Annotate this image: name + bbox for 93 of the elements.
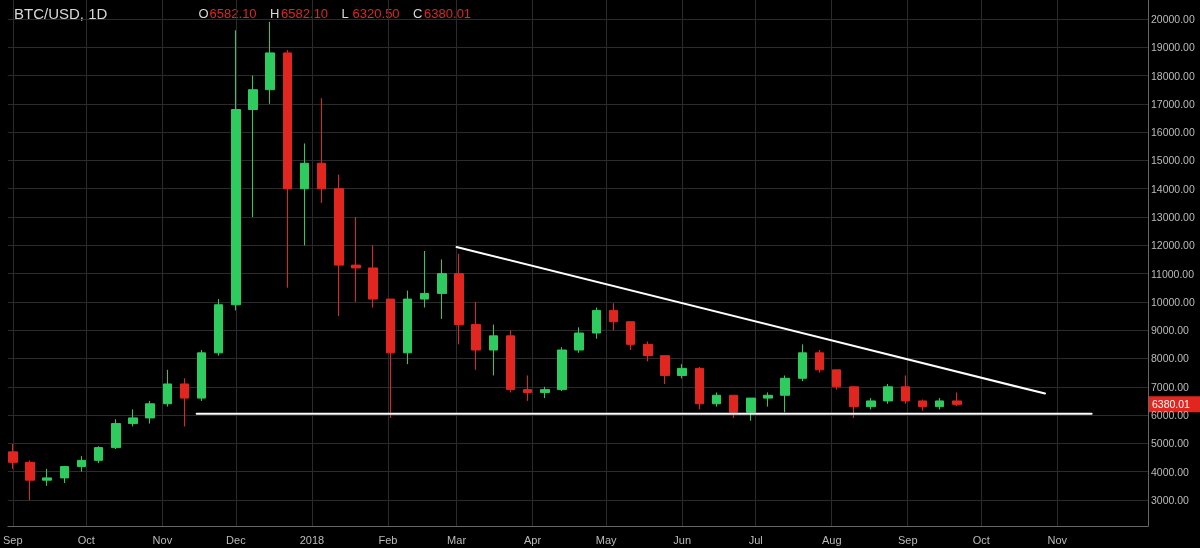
candlestick (180, 377, 189, 427)
y-tick-label: 6000.00 (1151, 409, 1190, 422)
y-tick-label: 15000.00 (1151, 154, 1195, 167)
y-tick-label: 8000.00 (1151, 352, 1190, 365)
candlestick (901, 374, 910, 405)
x-tick-label: Sep (897, 533, 918, 546)
y-tick-label: 11000.00 (1151, 267, 1195, 280)
x-tick-label: Sep (3, 533, 23, 546)
x-tick-label: Oct (77, 533, 95, 546)
y-tick-label: 20000.00 (1151, 12, 1195, 25)
y-tick-label: 18000.00 (1151, 69, 1195, 82)
candlestick (60, 465, 69, 484)
candlestick (283, 49, 292, 289)
candlestick (420, 250, 429, 309)
candlestick (317, 97, 326, 204)
candlestick (351, 216, 361, 303)
x-tick-label: Oct (972, 533, 990, 546)
y-tick-label: 10000.00 (1151, 295, 1195, 308)
candlestick (300, 142, 309, 246)
y-tick-label: 13000.00 (1151, 211, 1195, 224)
annotation: C6380.01 (413, 6, 472, 21)
candlestick (214, 298, 223, 357)
candlestick (506, 329, 515, 393)
x-tick-label: Aug (821, 533, 842, 546)
candlestick (866, 397, 876, 410)
candlestick (386, 298, 395, 419)
annotation: H6582.10 (270, 6, 329, 21)
candlestick (918, 399, 927, 412)
x-tick-label: Apr (524, 533, 542, 546)
y-tick-label: 14000.00 (1151, 182, 1195, 195)
candlestick (643, 341, 653, 362)
candlestick (437, 258, 447, 320)
candlestick (128, 408, 138, 427)
candlestick (677, 363, 687, 379)
candlestick (145, 400, 155, 425)
candlestick (712, 391, 721, 408)
candlestick (540, 386, 550, 399)
candlestick (111, 418, 121, 450)
chart-title: BTC/USD, 1D (14, 5, 108, 22)
candlestick (609, 302, 618, 331)
y-tick-label: 4000.00 (1151, 465, 1190, 478)
candlestick (454, 253, 464, 345)
candlestick (471, 301, 481, 371)
annotation: O6582.10 (198, 6, 257, 21)
candlestick (849, 386, 859, 419)
candlestick (557, 346, 567, 392)
y-tick-label: 19000.00 (1151, 41, 1195, 54)
y-tick-label: 9000.00 (1151, 324, 1190, 337)
y-tick-label: 7000.00 (1151, 380, 1190, 393)
candlestick (832, 369, 841, 391)
x-tick-label: 2018 (299, 533, 325, 546)
x-tick-label: Nov (1047, 533, 1068, 546)
text: 6380.01 (1152, 397, 1191, 410)
x-tick-label: Feb (378, 533, 398, 546)
y-tick-label: 5000.00 (1151, 437, 1190, 450)
x-tick-label: Nov (152, 533, 173, 546)
candlestick (8, 443, 18, 470)
candlestick (935, 397, 944, 410)
candlestick (77, 455, 86, 473)
x-tick-label: Jun (673, 533, 692, 546)
candlestick (592, 307, 601, 340)
x-tick-label: May (595, 533, 618, 546)
candlestick (248, 75, 258, 218)
candlestick (42, 468, 52, 487)
candlestick (403, 290, 412, 365)
candlestick (265, 21, 275, 105)
candlestick (660, 355, 670, 385)
candlestick (763, 391, 773, 408)
candlestick (883, 383, 893, 405)
x-tick-label: Dec (226, 533, 247, 546)
x-tick-label: Mar (447, 533, 467, 546)
y-tick-label: 17000.00 (1151, 97, 1195, 110)
candlestick (695, 366, 704, 410)
candlestick (815, 349, 824, 374)
candlestick (798, 343, 807, 382)
candlestick (626, 321, 635, 351)
candlestick (574, 326, 584, 354)
candlestick (489, 324, 498, 376)
candlestick (368, 244, 378, 309)
y-tick-label: 12000.00 (1151, 239, 1195, 252)
candlestick (197, 349, 206, 402)
candlestick (163, 369, 172, 408)
candlestick (729, 394, 738, 419)
x-tick-label: Jul (748, 533, 763, 546)
candlestick (952, 391, 962, 407)
candlestick (746, 397, 756, 422)
y-tick-label: 3000.00 (1151, 493, 1190, 506)
candlestick (780, 374, 790, 413)
candlestick (334, 174, 344, 317)
candlestick (94, 445, 103, 464)
y-tick-label: 16000.00 (1151, 126, 1195, 139)
candlestick (25, 459, 35, 501)
candlestick (523, 374, 532, 402)
